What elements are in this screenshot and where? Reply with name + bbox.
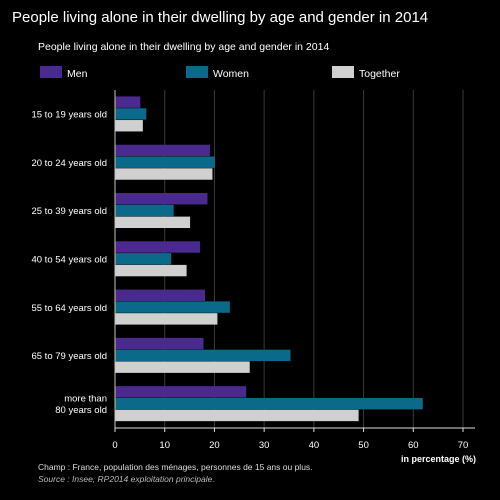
- legend-swatch-men: [40, 66, 62, 78]
- bar-together: [115, 313, 218, 325]
- legend-label-women: Women: [213, 68, 249, 80]
- page-title: People living alone in their dwelling by…: [12, 9, 429, 26]
- bars: [115, 96, 423, 422]
- legend-swatch-together: [332, 66, 354, 78]
- x-tick-label: 20: [209, 440, 220, 451]
- bar-women: [115, 397, 423, 410]
- bar-men: [115, 193, 208, 205]
- bar-men: [115, 337, 204, 350]
- chart-title: People living alone in their dwelling by…: [38, 41, 329, 53]
- x-axis-label: in percentage (%): [401, 454, 476, 464]
- bar-men: [115, 241, 201, 253]
- x-axis-ticks: 0 10 20 30 40 50 60 70: [112, 428, 468, 451]
- x-tick-label: 0: [112, 440, 117, 451]
- x-tick-label: 10: [159, 440, 170, 451]
- x-tick-label: 60: [408, 440, 419, 451]
- legend-label-together: Together: [359, 68, 400, 80]
- bar-men: [115, 386, 247, 398]
- legend: Men Women Together: [40, 66, 400, 80]
- bar-women: [115, 108, 147, 120]
- y-category-label: 55 to 64 years old: [31, 303, 107, 314]
- bar-women: [115, 204, 174, 217]
- y-category-label: 20 to 24 years old: [31, 158, 107, 169]
- bar-women: [115, 253, 172, 265]
- x-tick-label: 70: [458, 440, 469, 451]
- legend-swatch-women: [186, 66, 208, 78]
- bar-together: [115, 361, 250, 373]
- y-category-label: 80 years old: [55, 405, 107, 416]
- legend-label-men: Men: [67, 68, 88, 80]
- bar-women: [115, 301, 230, 313]
- y-category-label: 25 to 39 years old: [31, 206, 107, 217]
- bar-together: [115, 168, 213, 180]
- bar-men: [115, 144, 210, 157]
- bar-men: [115, 289, 205, 301]
- x-tick-label: 50: [358, 440, 369, 451]
- bar-together: [115, 264, 187, 277]
- footer-champ: Champ : France, population des ménages, …: [38, 462, 313, 472]
- x-tick-label: 30: [259, 440, 270, 451]
- bar-together: [115, 120, 143, 132]
- y-axis-labels: 15 to 19 years old 20 to 24 years old 25 t…: [31, 110, 107, 416]
- y-category-label: 65 to 79 years old: [31, 351, 107, 362]
- y-category-label: more than: [64, 394, 107, 405]
- footer-source: Source : Insee, RP2014 exploitation prin…: [38, 474, 215, 484]
- x-tick-label: 40: [309, 440, 320, 451]
- y-category-label: 40 to 54 years old: [31, 255, 107, 266]
- y-category-label: 15 to 19 years old: [31, 110, 107, 121]
- bar-men: [115, 96, 141, 108]
- bar-women: [115, 156, 215, 168]
- bar-together: [115, 216, 191, 229]
- bar-together: [115, 409, 359, 422]
- bar-women: [115, 349, 291, 362]
